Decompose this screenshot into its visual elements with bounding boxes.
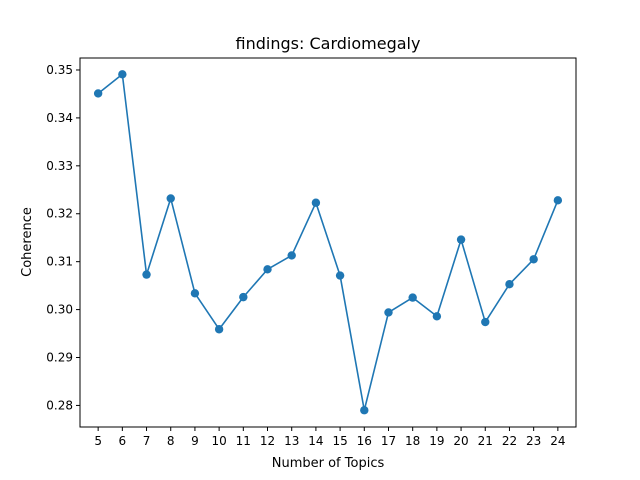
x-tick-label: 11 — [236, 434, 251, 448]
data-point — [287, 251, 296, 260]
x-tick-label: 10 — [211, 434, 226, 448]
chart-title: findings: Cardiomegaly — [236, 34, 421, 53]
data-point — [481, 317, 490, 327]
data-point — [311, 198, 321, 207]
x-tick-label: 17 — [381, 434, 396, 448]
data-point — [384, 308, 393, 317]
y-tick-label: 0.28 — [46, 398, 73, 412]
data-point — [214, 325, 224, 334]
data-point — [360, 406, 369, 415]
data-point — [432, 312, 442, 321]
y-axis-label: Coherence — [20, 207, 35, 277]
x-axis-label: Number of Topics — [272, 456, 385, 471]
x-tick-label: 19 — [429, 434, 444, 448]
data-point — [529, 255, 538, 264]
plot-frame — [79, 57, 577, 428]
x-tick-label: 15 — [332, 434, 347, 448]
x-tick-label: 18 — [405, 434, 420, 448]
x-tick-label: 6 — [119, 434, 127, 448]
x-tick-label: 7 — [143, 434, 151, 448]
data-point — [456, 235, 466, 244]
x-tick-label: 21 — [478, 434, 493, 448]
data-point — [142, 270, 151, 279]
data-point — [239, 292, 248, 302]
x-tick-label: 16 — [357, 434, 372, 448]
series-line — [97, 73, 559, 412]
data-point — [93, 89, 103, 98]
x-tick-label: 20 — [453, 434, 468, 448]
y-tick-label: 0.30 — [46, 303, 73, 317]
y-tick-label: 0.34 — [46, 111, 73, 125]
y-tick-label: 0.31 — [46, 255, 73, 269]
y-tick-label: 0.29 — [46, 351, 73, 365]
x-tick-label: 5 — [94, 434, 102, 448]
x-tick-label: 9 — [191, 434, 199, 448]
data-point — [190, 289, 200, 298]
data-point — [118, 70, 127, 79]
x-tick-label: 12 — [260, 434, 275, 448]
data-point — [505, 279, 514, 289]
data-point — [335, 271, 345, 280]
data-point — [263, 265, 272, 274]
y-tick-label: 0.33 — [46, 159, 73, 173]
x-tick-label: 23 — [526, 434, 541, 448]
data-point — [408, 293, 417, 302]
data-point — [166, 194, 175, 203]
x-tick-label: 24 — [550, 434, 565, 448]
x-tick-label: 13 — [284, 434, 299, 448]
plot-area: 5 6 7 8 9 10 11 12 13 14 15 16 17 18 19 20 21 22 23 24 0.28 0… — [46, 57, 577, 448]
y-tick-label: 0.35 — [46, 63, 73, 77]
y-tick-label: 0.32 — [46, 207, 73, 221]
x-tick-label: 8 — [167, 434, 175, 448]
x-tick-label: 22 — [502, 434, 517, 448]
x-tick-label: 14 — [308, 434, 323, 448]
data-point — [553, 196, 563, 205]
